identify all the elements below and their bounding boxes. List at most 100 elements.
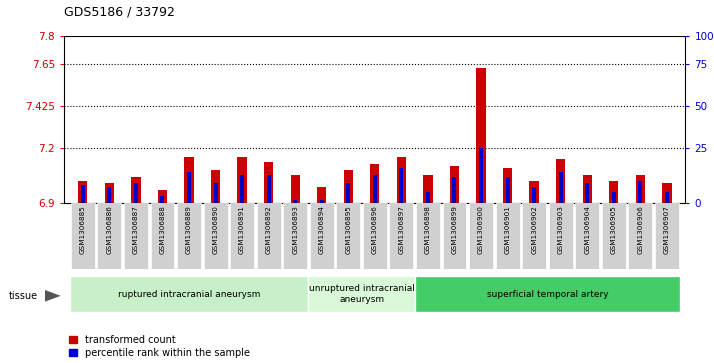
FancyBboxPatch shape — [283, 203, 307, 269]
Bar — [665, 192, 669, 203]
Bar — [211, 170, 220, 203]
Bar — [556, 159, 565, 203]
Bar — [105, 183, 114, 203]
Bar — [187, 172, 191, 203]
Bar — [426, 192, 430, 203]
Bar — [662, 183, 671, 203]
Text: GSM1306898: GSM1306898 — [425, 205, 431, 254]
FancyBboxPatch shape — [308, 276, 415, 312]
FancyBboxPatch shape — [575, 203, 599, 269]
FancyBboxPatch shape — [416, 203, 440, 269]
Bar — [240, 175, 244, 203]
FancyBboxPatch shape — [389, 203, 413, 269]
Bar — [184, 157, 193, 203]
Bar — [107, 187, 111, 203]
Text: GSM1306903: GSM1306903 — [558, 205, 563, 254]
FancyBboxPatch shape — [151, 203, 174, 269]
Text: GSM1306905: GSM1306905 — [610, 205, 617, 254]
FancyBboxPatch shape — [177, 203, 201, 269]
Bar — [238, 157, 247, 203]
Text: GSM1306900: GSM1306900 — [478, 205, 484, 254]
FancyBboxPatch shape — [363, 203, 387, 269]
Text: unruptured intracranial
aneurysm: unruptured intracranial aneurysm — [308, 284, 415, 304]
Text: GSM1306890: GSM1306890 — [213, 205, 218, 254]
Bar — [370, 164, 380, 203]
Bar — [373, 175, 377, 203]
FancyBboxPatch shape — [310, 203, 333, 269]
Bar — [134, 183, 138, 203]
Text: GSM1306902: GSM1306902 — [531, 205, 537, 254]
Bar — [585, 183, 589, 203]
FancyBboxPatch shape — [496, 203, 520, 269]
FancyBboxPatch shape — [69, 276, 308, 312]
Text: GDS5186 / 33792: GDS5186 / 33792 — [64, 5, 175, 19]
Bar — [453, 177, 456, 203]
FancyBboxPatch shape — [257, 203, 281, 269]
Bar — [558, 172, 563, 203]
Text: ruptured intracranial aneurysm: ruptured intracranial aneurysm — [118, 290, 260, 298]
FancyBboxPatch shape — [628, 203, 653, 269]
FancyBboxPatch shape — [602, 203, 625, 269]
Bar — [131, 177, 141, 203]
FancyBboxPatch shape — [415, 276, 680, 312]
Bar — [476, 68, 486, 203]
Polygon shape — [45, 290, 61, 302]
Text: superficial temporal artery: superficial temporal artery — [486, 290, 608, 298]
FancyBboxPatch shape — [443, 203, 466, 269]
Text: GSM1306899: GSM1306899 — [451, 205, 458, 254]
Bar — [503, 168, 512, 203]
Text: GSM1306907: GSM1306907 — [664, 205, 670, 254]
Bar — [320, 200, 323, 203]
Bar — [79, 181, 88, 203]
Bar — [343, 170, 353, 203]
FancyBboxPatch shape — [97, 203, 121, 269]
Bar — [609, 181, 618, 203]
Bar — [161, 196, 164, 203]
Text: GSM1306887: GSM1306887 — [133, 205, 139, 254]
Bar — [346, 183, 351, 203]
FancyBboxPatch shape — [655, 203, 679, 269]
Bar — [479, 148, 483, 203]
Text: GSM1306886: GSM1306886 — [106, 205, 112, 254]
Bar — [81, 185, 85, 203]
Bar — [635, 175, 645, 203]
FancyBboxPatch shape — [469, 203, 493, 269]
Bar — [450, 166, 459, 203]
Text: GSM1306895: GSM1306895 — [346, 205, 351, 254]
Text: GSM1306897: GSM1306897 — [398, 205, 404, 254]
Bar — [291, 175, 300, 203]
FancyBboxPatch shape — [549, 203, 573, 269]
Bar — [399, 168, 403, 203]
Bar — [397, 157, 406, 203]
Bar — [532, 187, 536, 203]
Text: GSM1306901: GSM1306901 — [505, 205, 511, 254]
Text: GSM1306893: GSM1306893 — [292, 205, 298, 254]
Bar — [530, 181, 539, 203]
Bar — [506, 177, 510, 203]
Bar — [423, 175, 433, 203]
Bar — [266, 175, 271, 203]
Bar — [583, 175, 592, 203]
Text: GSM1306891: GSM1306891 — [239, 205, 245, 254]
Text: GSM1306892: GSM1306892 — [266, 205, 271, 254]
FancyBboxPatch shape — [203, 203, 228, 269]
Text: GSM1306904: GSM1306904 — [584, 205, 590, 254]
FancyBboxPatch shape — [522, 203, 546, 269]
Text: GSM1306894: GSM1306894 — [318, 205, 325, 254]
Bar — [317, 187, 326, 203]
Bar — [638, 181, 643, 203]
FancyBboxPatch shape — [124, 203, 148, 269]
FancyBboxPatch shape — [71, 203, 95, 269]
FancyBboxPatch shape — [230, 203, 254, 269]
Text: GSM1306889: GSM1306889 — [186, 205, 192, 254]
FancyBboxPatch shape — [336, 203, 361, 269]
Legend: transformed count, percentile rank within the sample: transformed count, percentile rank withi… — [69, 335, 250, 358]
Text: GSM1306885: GSM1306885 — [80, 205, 86, 254]
Bar — [264, 163, 273, 203]
Text: GSM1306906: GSM1306906 — [638, 205, 643, 254]
Bar — [612, 192, 615, 203]
Text: GSM1306896: GSM1306896 — [372, 205, 378, 254]
Bar — [213, 183, 218, 203]
Text: GSM1306888: GSM1306888 — [159, 205, 166, 254]
Text: tissue: tissue — [9, 291, 38, 301]
